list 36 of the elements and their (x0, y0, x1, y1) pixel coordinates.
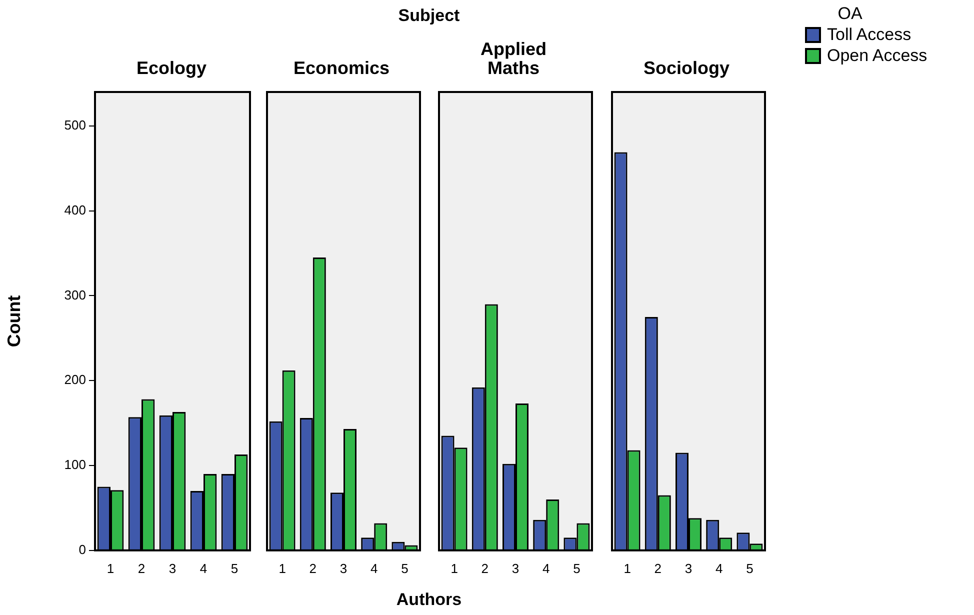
chart-title: Economics (293, 58, 390, 78)
x-tick-label: 5 (573, 560, 580, 576)
chart-title: Sociology (643, 58, 730, 78)
y-axis-title: Count (4, 295, 24, 348)
x-tick-label: 4 (715, 560, 723, 576)
x-tick-label: 2 (138, 560, 146, 576)
x-tick-label: 5 (401, 560, 408, 576)
x-tick-label: 5 (230, 560, 238, 576)
x-tick-label: 3 (512, 560, 520, 576)
legend-label: Open Access (827, 46, 928, 66)
x-tick-label: 3 (684, 560, 692, 576)
x-axis-title: Authors (395, 590, 463, 610)
x-tick-label: 4 (370, 560, 378, 576)
y-tick-label: 200 (64, 372, 86, 388)
x-tick-label: 2 (481, 560, 489, 576)
x-tick-label: 3 (340, 560, 348, 576)
legend-title: OA (836, 4, 864, 24)
x-tick-label: 1 (106, 560, 114, 576)
chart-title: Applied Maths (480, 39, 548, 78)
x-tick-label: 4 (200, 560, 208, 576)
x-tick-label: 4 (542, 560, 550, 576)
legend-label: Toll Access (827, 25, 912, 45)
x-tick-label: 1 (450, 560, 458, 576)
y-tick-label: 300 (64, 287, 86, 302)
x-tick-label: 2 (654, 560, 662, 576)
text: Subject (397, 6, 461, 26)
x-tick-label: 2 (309, 560, 317, 576)
chart-title: Ecology (136, 58, 206, 78)
x-tick-label: 1 (278, 560, 286, 576)
x-tick-label: 3 (168, 560, 176, 576)
x-tick-label: 5 (746, 560, 754, 576)
y-tick-label: 100 (64, 457, 86, 472)
x-tick-label: 1 (624, 560, 631, 576)
y-tick-label: 0 (78, 542, 86, 557)
y-tick-label: 500 (64, 118, 86, 133)
y-tick-label: 400 (64, 202, 86, 218)
